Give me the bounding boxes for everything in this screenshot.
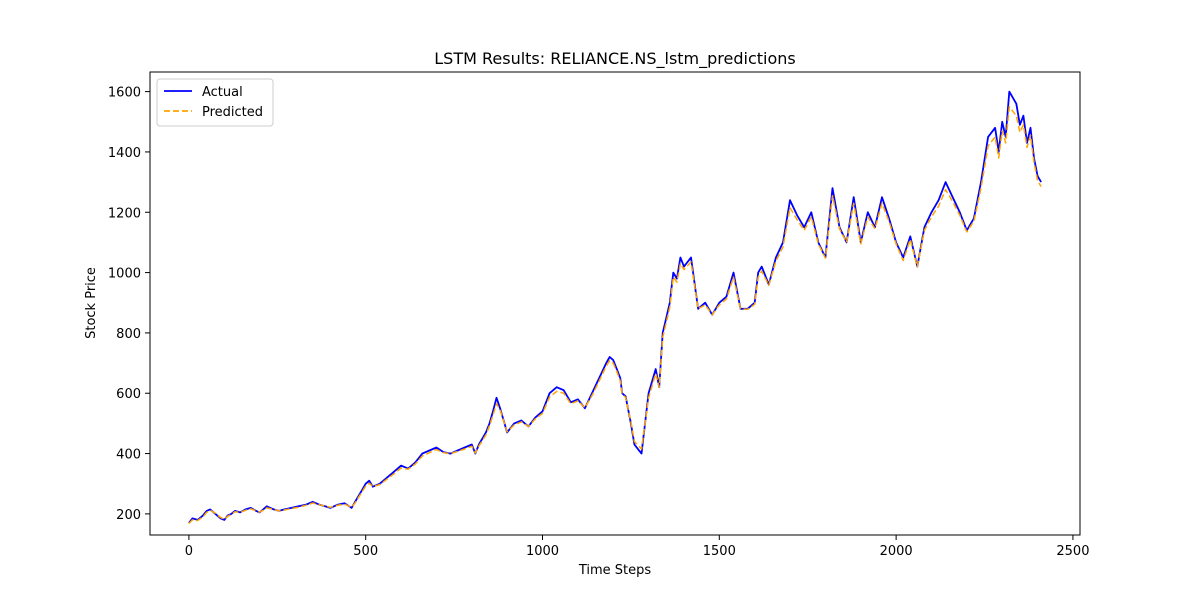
x-axis-label: Time Steps	[578, 563, 652, 578]
chart-title: LSTM Results: RELIANCE.NS_lstm_predictio…	[434, 49, 796, 69]
x-axis: 0 500 1000 1500 2000 2500	[185, 535, 1089, 559]
legend-actual-label: Actual	[202, 85, 243, 100]
legend: Actual Predicted	[156, 78, 274, 127]
y-tick-label: 1200	[108, 206, 141, 221]
x-tick-label: 2500	[1056, 544, 1089, 559]
legend-predicted-label: Predicted	[202, 105, 263, 120]
y-tick-label: 200	[116, 508, 141, 523]
y-axis-label: Stock Price	[84, 267, 99, 339]
x-tick-label: 500	[353, 544, 378, 559]
plot-area	[188, 90, 1042, 525]
x-tick-label: 1000	[526, 544, 559, 559]
y-tick-label: 800	[116, 327, 141, 342]
x-tick-label: 2000	[880, 544, 913, 559]
plot-frame	[149, 71, 1081, 536]
y-axis: 200 400 600 800 1000 1200 1400 1600	[108, 86, 150, 523]
x-tick-label: 1500	[703, 544, 736, 559]
series-line-predicted	[188, 105, 1042, 525]
y-tick-label: 1400	[108, 146, 141, 161]
y-tick-label: 1600	[108, 86, 141, 101]
x-tick-label: 0	[185, 544, 193, 559]
y-tick-label: 1000	[108, 267, 141, 282]
y-tick-label: 400	[116, 448, 141, 463]
series-line-actual	[188, 90, 1042, 524]
y-tick-label: 600	[116, 387, 141, 402]
